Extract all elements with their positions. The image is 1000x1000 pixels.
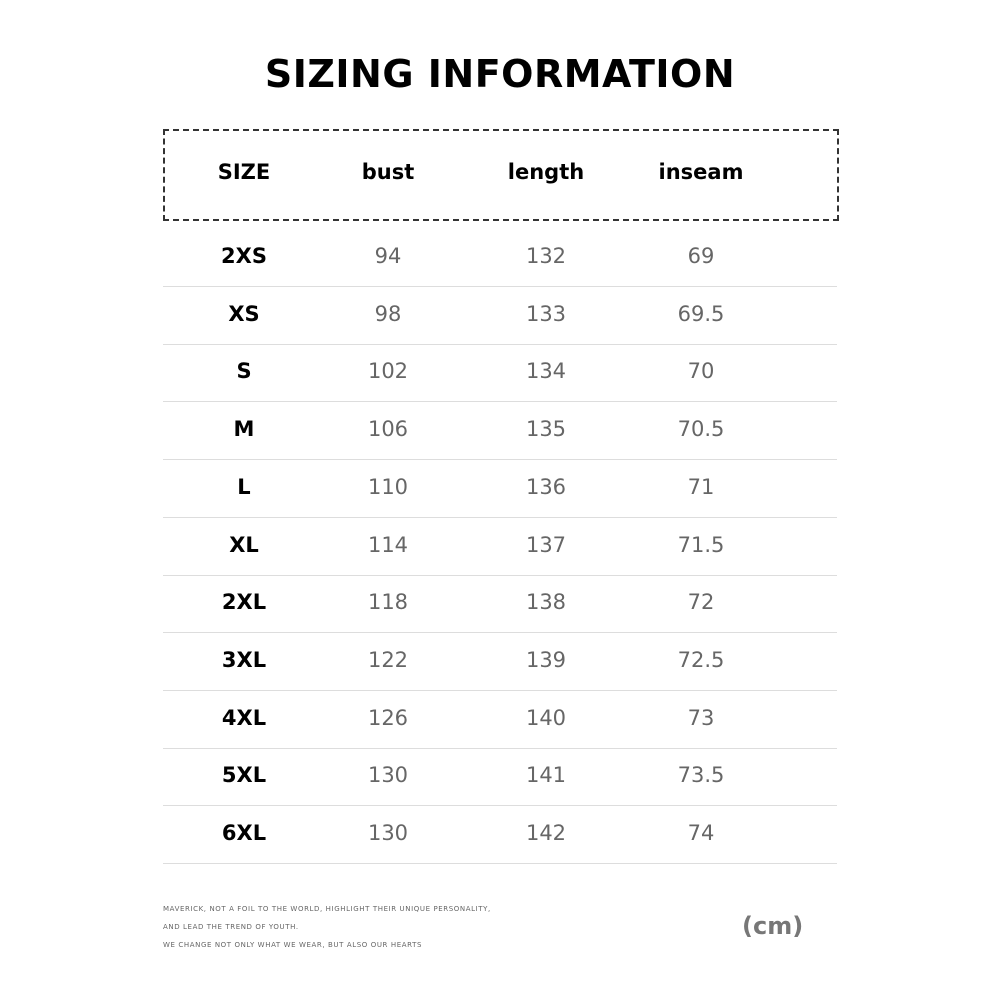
cell-length: 132: [525, 244, 567, 268]
cell-bust: 122: [367, 647, 409, 672]
table-row: 4XL 126 140 73: [163, 690, 837, 749]
cell-bust: 98: [374, 301, 402, 326]
cell-bust: 126: [367, 705, 409, 730]
cell-size: M: [233, 417, 255, 442]
unit-label: (cm): [742, 912, 804, 940]
cell-inseam: 73.5: [677, 763, 725, 788]
cell-inseam: 72.5: [677, 647, 725, 672]
cell-inseam: 70: [687, 359, 715, 384]
table-row: XL 114 137 71.5: [163, 517, 837, 576]
table-row: 2XL 118 138 72: [163, 574, 837, 634]
cell-size: 3XL: [221, 647, 267, 672]
table-row: L 110 136 71: [163, 459, 837, 518]
header-length: length: [507, 160, 585, 184]
cell-length: 142: [525, 821, 567, 845]
cell-inseam: 71: [687, 474, 715, 499]
header-bust: bust: [361, 160, 415, 184]
cell-bust: 130: [367, 763, 409, 788]
cell-size: L: [237, 474, 251, 499]
footer-line: WE CHANGE NOT ONLY WHAT WE WEAR, BUT ALS…: [163, 941, 422, 949]
cell-bust: 130: [367, 821, 409, 845]
cell-bust: 114: [367, 532, 409, 557]
cell-size: 2XL: [221, 590, 267, 615]
cell-inseam: 69: [687, 244, 715, 268]
cell-bust: 106: [367, 417, 409, 442]
cell-inseam: 72: [687, 590, 715, 615]
footer-line: AND LEAD THE TREND OF YOUTH.: [163, 923, 299, 931]
cell-bust: 110: [367, 474, 409, 499]
cell-size: XL: [229, 532, 259, 557]
header-inseam: inseam: [658, 160, 744, 184]
table-row: XS 98 133 69.5: [163, 286, 837, 345]
cell-bust: 102: [367, 359, 409, 384]
cell-length: 134: [525, 359, 567, 384]
cell-bust: 118: [367, 590, 409, 615]
table-header-box: [163, 129, 839, 221]
cell-inseam: 73: [687, 705, 715, 730]
cell-inseam: 71.5: [677, 532, 725, 557]
table-row: 5XL 130 141 73.5: [163, 747, 837, 807]
cell-size: 4XL: [221, 705, 267, 730]
cell-length: 136: [525, 474, 567, 499]
cell-length: 140: [525, 705, 567, 730]
table-row: S 102 134 70: [163, 343, 837, 403]
cell-size: 5XL: [221, 763, 267, 788]
cell-length: 133: [525, 301, 567, 326]
page-title: SIZING INFORMATION: [264, 52, 736, 96]
footer-line: MAVERICK, NOT A FOIL TO THE WORLD, HIGHL…: [163, 905, 491, 913]
cell-length: 135: [525, 417, 567, 442]
cell-length: 139: [525, 647, 567, 672]
cell-size: 6XL: [221, 821, 267, 845]
header-size: SIZE: [217, 160, 271, 184]
table-row: 2XS 94 132 69: [163, 228, 837, 287]
cell-length: 137: [525, 532, 567, 557]
cell-inseam: 70.5: [677, 417, 725, 442]
cell-length: 141: [525, 763, 567, 788]
cell-bust: 94: [374, 244, 402, 268]
table-row: 3XL 122 139 72.5: [163, 632, 837, 691]
table-row: 6XL 130 142 74: [163, 805, 837, 864]
cell-inseam: 74: [687, 821, 715, 845]
cell-inseam: 69.5: [677, 301, 725, 326]
cell-size: S: [236, 359, 252, 384]
cell-size: 2XS: [221, 244, 267, 268]
table-row: M 106 135 70.5: [163, 401, 837, 461]
cell-size: XS: [228, 301, 260, 326]
cell-length: 138: [525, 590, 567, 615]
